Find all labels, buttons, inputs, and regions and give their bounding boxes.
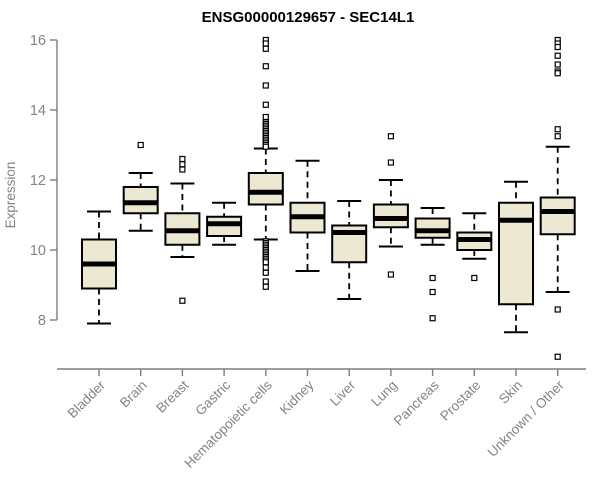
x-category-label: Liver — [327, 377, 359, 409]
iqr-box — [122, 186, 159, 215]
outlier-point — [554, 133, 561, 140]
outlier-point — [429, 288, 436, 296]
outlier-point — [262, 101, 269, 108]
outlier-point — [262, 143, 269, 150]
x-category-label: Brain — [117, 378, 150, 411]
outlier-point — [429, 274, 436, 282]
iqr-box — [372, 203, 409, 229]
outlier-point — [429, 315, 436, 322]
box-group-unknown-other — [539, 36, 576, 360]
outlier-point — [262, 283, 269, 290]
outlier-point — [554, 43, 561, 51]
outlier-point — [554, 306, 561, 313]
outlier-point — [387, 159, 394, 166]
x-category-label: Breast — [153, 377, 191, 415]
outlier-point — [179, 161, 186, 168]
box-group-liver — [331, 200, 368, 300]
iqr-box — [247, 172, 284, 206]
iqr-box — [539, 196, 576, 236]
outlier-point — [554, 126, 561, 133]
x-category-label: Gastric — [192, 377, 233, 418]
x-category-label: Unknown / Other — [485, 377, 568, 460]
outlier-point — [387, 271, 394, 278]
x-category-label: Pancreas — [391, 377, 442, 428]
box-group-hematopoietic-cells — [247, 36, 284, 290]
outlier-point — [137, 141, 144, 149]
outlier-point — [262, 82, 269, 89]
y-tick-label: 14 — [30, 103, 46, 119]
box-group-bladder — [81, 210, 117, 325]
box-group-breast — [164, 155, 201, 304]
y-tick-label: 12 — [30, 173, 46, 189]
outlier-point — [262, 113, 269, 121]
outlier-point — [554, 70, 561, 77]
y-tick-label: 8 — [38, 313, 46, 329]
box-group-kidney — [289, 159, 326, 272]
box-group-gastric — [206, 201, 243, 246]
x-category-label: Kidney — [277, 377, 317, 417]
outlier-point — [179, 166, 186, 173]
outlier-point — [471, 274, 478, 282]
outlier-point — [262, 269, 269, 276]
box-group-lung — [372, 133, 409, 278]
plot-area: 8 10 12 14 16 Expression Bladder Brain Breast Gas… — [3, 33, 586, 471]
chart-title: ENSG00000129657 - SEC14L1 — [202, 9, 415, 26]
outlier-point — [262, 63, 269, 70]
outlier-point — [262, 278, 269, 285]
outlier-point — [179, 155, 186, 163]
x-category-label: Lung — [368, 378, 400, 410]
box-group-prostate — [456, 212, 493, 282]
outlier-point — [262, 40, 269, 47]
y-tick-label: 16 — [30, 33, 46, 49]
iqr-box — [206, 215, 243, 237]
iqr-box — [414, 217, 451, 239]
outlier-point — [554, 353, 561, 360]
x-category-label: Bladder — [65, 377, 109, 421]
box-group-pancreas — [414, 207, 451, 322]
y-tick-label: 10 — [30, 243, 46, 259]
x-category-label: Skin — [496, 378, 525, 407]
y-axis-title: Expression — [3, 162, 18, 229]
outlier-point — [387, 133, 394, 140]
box-group-skin — [498, 180, 534, 334]
outlier-point — [554, 61, 561, 68]
outlier-point — [179, 297, 186, 304]
outlier-point — [262, 264, 269, 271]
outlier-point — [554, 52, 561, 59]
outlier-point — [262, 45, 269, 52]
x-category-label: Prostate — [437, 378, 483, 424]
box-group-brain — [122, 141, 159, 232]
outlier-point — [262, 259, 269, 266]
